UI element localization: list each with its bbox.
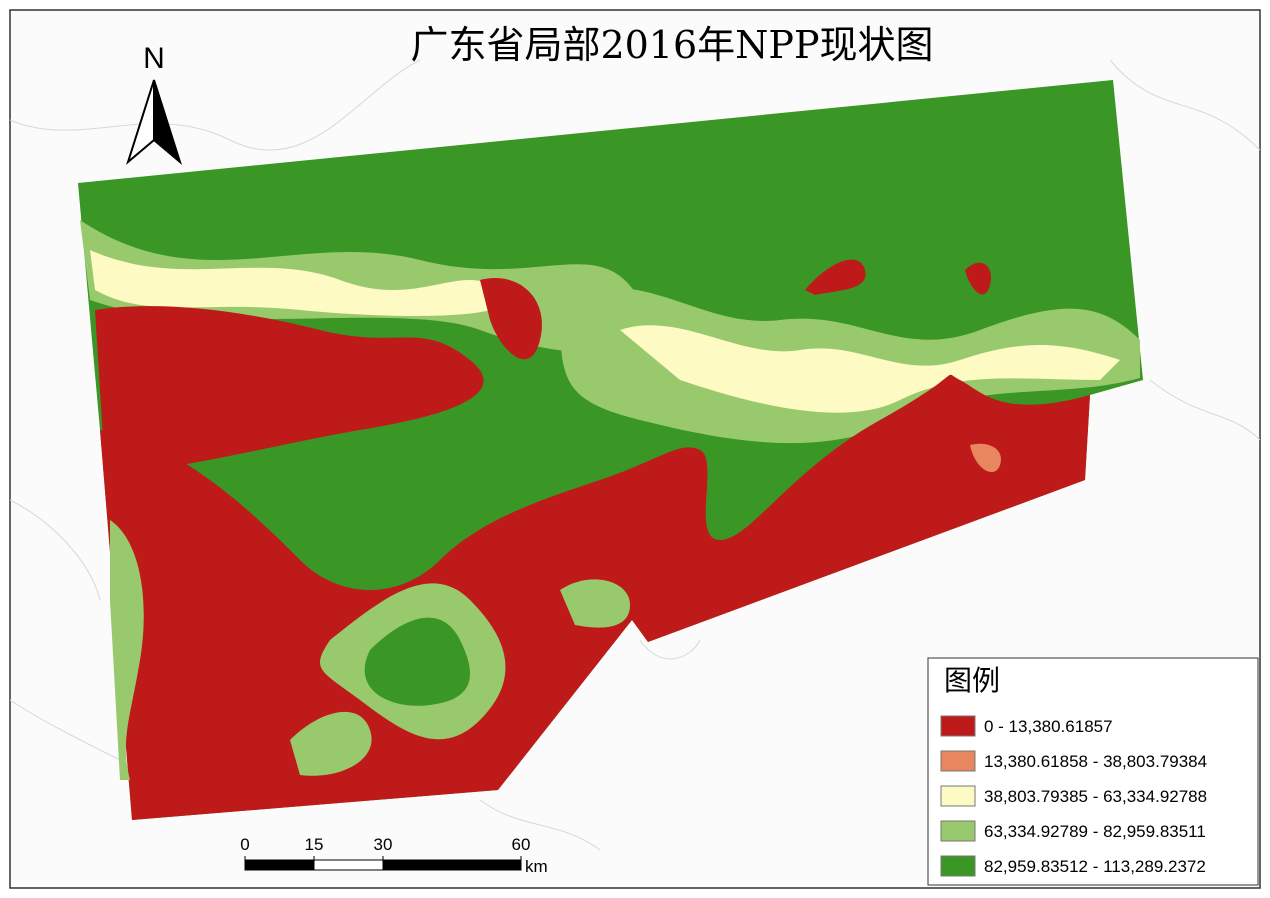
scale-tick-label: 30 — [374, 835, 393, 854]
background-boundaries — [9, 59, 1261, 851]
island — [560, 579, 630, 628]
scale-tick-label: 0 — [240, 835, 249, 854]
legend-label: 38,803.79385 - 63,334.92788 — [984, 787, 1207, 806]
reservoir — [805, 259, 866, 295]
npp-raster — [78, 80, 1143, 820]
cropland — [620, 325, 1120, 413]
scale-bar: 0 15 30 60 km — [240, 835, 547, 876]
urban-area — [95, 306, 484, 470]
scale-segment — [244, 859, 315, 871]
scale-segment — [313, 859, 384, 871]
scale-tick-label: 60 — [512, 835, 531, 854]
island — [290, 711, 372, 776]
legend-swatch — [940, 750, 976, 772]
legend-label: 82,959.83512 - 113,289.2372 — [984, 857, 1206, 876]
legend-label: 13,380.61858 - 38,803.79384 — [984, 752, 1207, 771]
bare-land — [970, 443, 1001, 473]
cropland — [90, 250, 508, 316]
scale-unit: km — [525, 857, 548, 876]
urban-area — [480, 278, 542, 360]
legend-swatch — [940, 820, 976, 842]
north-label: N — [143, 42, 165, 75]
north-arrow: N — [125, 42, 183, 166]
reservoir — [965, 262, 991, 295]
legend-label: 63,334.92789 - 82,959.83511 — [984, 822, 1206, 841]
coast — [110, 520, 144, 780]
scale-tick-label: 15 — [305, 835, 324, 854]
legend-title: 图例 — [944, 664, 1000, 697]
legend-label: 0 - 13,380.61857 — [984, 717, 1113, 736]
scale-segment — [382, 859, 522, 871]
legend-swatch — [940, 855, 976, 877]
legend-items: 0 - 13,380.61857 13,380.61858 - 38,803.79… — [940, 715, 1207, 877]
legend-box — [927, 657, 1259, 886]
legend: 图例 0 - 13,380.61857 13,380.61858 - 38,803… — [927, 657, 1259, 886]
legend-swatch — [940, 715, 976, 737]
arrow-right — [153, 79, 183, 166]
map-title: 广东省局部2016年NPP现状图 — [410, 23, 933, 67]
island — [364, 617, 470, 706]
legend-swatch — [940, 785, 976, 807]
